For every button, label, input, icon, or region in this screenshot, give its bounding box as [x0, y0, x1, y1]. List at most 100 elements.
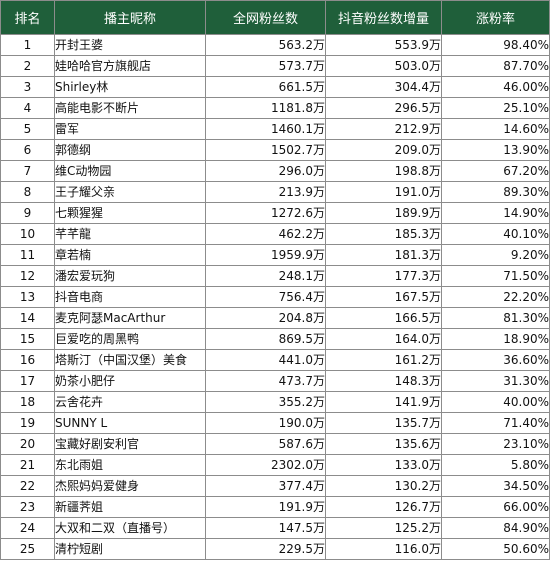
table-row: 1 开封王婆 563.2万 553.9万 98.40%: [0, 34, 550, 56]
table-row: 24 大双和二双（直播号） 147.5万 125.2万 84.90%: [0, 517, 550, 539]
cell-rank: 13: [0, 286, 55, 308]
cell-streamer-name: 奶茶小肥仔: [54, 370, 206, 392]
cell-growth-rate: 36.60%: [441, 349, 550, 371]
cell-total-fans: 441.0万: [205, 349, 326, 371]
cell-streamer-name: Shirley林: [54, 76, 206, 98]
table-body: 1 开封王婆 563.2万 553.9万 98.40% 2 娃哈哈官方旗舰店 573.7万 50…: [0, 34, 550, 560]
cell-douyin-fan-increase: 116.0万: [325, 538, 442, 560]
cell-total-fans: 661.5万: [205, 76, 326, 98]
cell-douyin-fan-increase: 133.0万: [325, 454, 442, 476]
cell-douyin-fan-increase: 125.2万: [325, 517, 442, 539]
cell-douyin-fan-increase: 167.5万: [325, 286, 442, 308]
cell-total-fans: 2302.0万: [205, 454, 326, 476]
cell-streamer-name: 开封王婆: [54, 34, 206, 56]
cell-douyin-fan-increase: 185.3万: [325, 223, 442, 245]
table-row: 15 巨爱吃的周黑鸭 869.5万 164.0万 18.90%: [0, 328, 550, 350]
cell-growth-rate: 40.00%: [441, 391, 550, 413]
cell-douyin-fan-increase: 553.9万: [325, 34, 442, 56]
cell-total-fans: 296.0万: [205, 160, 326, 182]
table-row: 19 SUNNY L 190.0万 135.7万 71.40%: [0, 412, 550, 434]
cell-rank: 20: [0, 433, 55, 455]
table-row: 12 潘宏爱玩狗 248.1万 177.3万 71.50%: [0, 265, 550, 287]
cell-streamer-name: 郭德纲: [54, 139, 206, 161]
cell-total-fans: 1272.6万: [205, 202, 326, 224]
cell-growth-rate: 31.30%: [441, 370, 550, 392]
cell-streamer-name: 宝藏好剧安利官: [54, 433, 206, 455]
cell-douyin-fan-increase: 130.2万: [325, 475, 442, 497]
cell-rank: 19: [0, 412, 55, 434]
cell-douyin-fan-increase: 181.3万: [325, 244, 442, 266]
cell-growth-rate: 18.90%: [441, 328, 550, 350]
table-header: 排名 播主昵称 全网粉丝数 抖音粉丝数增量 涨粉率: [0, 0, 550, 35]
table-row: 4 高能电影不断片 1181.8万 296.5万 25.10%: [0, 97, 550, 119]
cell-rank: 14: [0, 307, 55, 329]
table-row: 20 宝藏好剧安利官 587.6万 135.6万 23.10%: [0, 433, 550, 455]
cell-growth-rate: 66.00%: [441, 496, 550, 518]
cell-streamer-name: 麦克阿瑟MacArthur: [54, 307, 206, 329]
cell-total-fans: 756.4万: [205, 286, 326, 308]
cell-rank: 8: [0, 181, 55, 203]
table-row: 9 七颗猩猩 1272.6万 189.9万 14.90%: [0, 202, 550, 224]
cell-streamer-name: 大双和二双（直播号）: [54, 517, 206, 539]
cell-streamer-name: SUNNY L: [54, 412, 206, 434]
cell-douyin-fan-increase: 304.4万: [325, 76, 442, 98]
cell-total-fans: 213.9万: [205, 181, 326, 203]
cell-total-fans: 190.0万: [205, 412, 326, 434]
cell-growth-rate: 5.80%: [441, 454, 550, 476]
cell-douyin-fan-increase: 189.9万: [325, 202, 442, 224]
header-streamer-name: 播主昵称: [54, 0, 206, 35]
cell-streamer-name: 芊芊龍: [54, 223, 206, 245]
cell-growth-rate: 98.40%: [441, 34, 550, 56]
cell-streamer-name: 巨爱吃的周黑鸭: [54, 328, 206, 350]
cell-growth-rate: 89.30%: [441, 181, 550, 203]
cell-douyin-fan-increase: 148.3万: [325, 370, 442, 392]
cell-streamer-name: 东北雨姐: [54, 454, 206, 476]
cell-douyin-fan-increase: 135.7万: [325, 412, 442, 434]
cell-total-fans: 355.2万: [205, 391, 326, 413]
cell-douyin-fan-increase: 296.5万: [325, 97, 442, 119]
cell-streamer-name: 章若楠: [54, 244, 206, 266]
cell-rank: 7: [0, 160, 55, 182]
cell-total-fans: 248.1万: [205, 265, 326, 287]
cell-growth-rate: 87.70%: [441, 55, 550, 77]
header-total-fans: 全网粉丝数: [205, 0, 326, 35]
table-row: 14 麦克阿瑟MacArthur 204.8万 166.5万 81.30%: [0, 307, 550, 329]
header-douyin-fan-increase: 抖音粉丝数增量: [325, 0, 442, 35]
cell-growth-rate: 13.90%: [441, 139, 550, 161]
cell-growth-rate: 14.90%: [441, 202, 550, 224]
cell-total-fans: 563.2万: [205, 34, 326, 56]
cell-rank: 1: [0, 34, 55, 56]
cell-rank: 9: [0, 202, 55, 224]
cell-growth-rate: 46.00%: [441, 76, 550, 98]
cell-growth-rate: 25.10%: [441, 97, 550, 119]
cell-streamer-name: 王子耀父亲: [54, 181, 206, 203]
table-row: 13 抖音电商 756.4万 167.5万 22.20%: [0, 286, 550, 308]
table-row: 23 新疆荠姐 191.9万 126.7万 66.00%: [0, 496, 550, 518]
cell-douyin-fan-increase: 177.3万: [325, 265, 442, 287]
cell-douyin-fan-increase: 141.9万: [325, 391, 442, 413]
cell-rank: 17: [0, 370, 55, 392]
table-row: 5 雷军 1460.1万 212.9万 14.60%: [0, 118, 550, 140]
cell-rank: 15: [0, 328, 55, 350]
cell-growth-rate: 50.60%: [441, 538, 550, 560]
cell-growth-rate: 9.20%: [441, 244, 550, 266]
table-row: 17 奶茶小肥仔 473.7万 148.3万 31.30%: [0, 370, 550, 392]
cell-streamer-name: 清柠短剧: [54, 538, 206, 560]
cell-total-fans: 204.8万: [205, 307, 326, 329]
cell-douyin-fan-increase: 191.0万: [325, 181, 442, 203]
cell-total-fans: 1959.9万: [205, 244, 326, 266]
cell-total-fans: 869.5万: [205, 328, 326, 350]
cell-rank: 23: [0, 496, 55, 518]
cell-streamer-name: 抖音电商: [54, 286, 206, 308]
cell-rank: 10: [0, 223, 55, 245]
cell-streamer-name: 高能电影不断片: [54, 97, 206, 119]
cell-douyin-fan-increase: 135.6万: [325, 433, 442, 455]
cell-rank: 12: [0, 265, 55, 287]
header-growth-rate: 涨粉率: [441, 0, 550, 35]
table-row: 7 维C动物园 296.0万 198.8万 67.20%: [0, 160, 550, 182]
table-row: 18 云舍花卉 355.2万 141.9万 40.00%: [0, 391, 550, 413]
cell-douyin-fan-increase: 209.0万: [325, 139, 442, 161]
cell-rank: 2: [0, 55, 55, 77]
cell-rank: 3: [0, 76, 55, 98]
cell-rank: 16: [0, 349, 55, 371]
